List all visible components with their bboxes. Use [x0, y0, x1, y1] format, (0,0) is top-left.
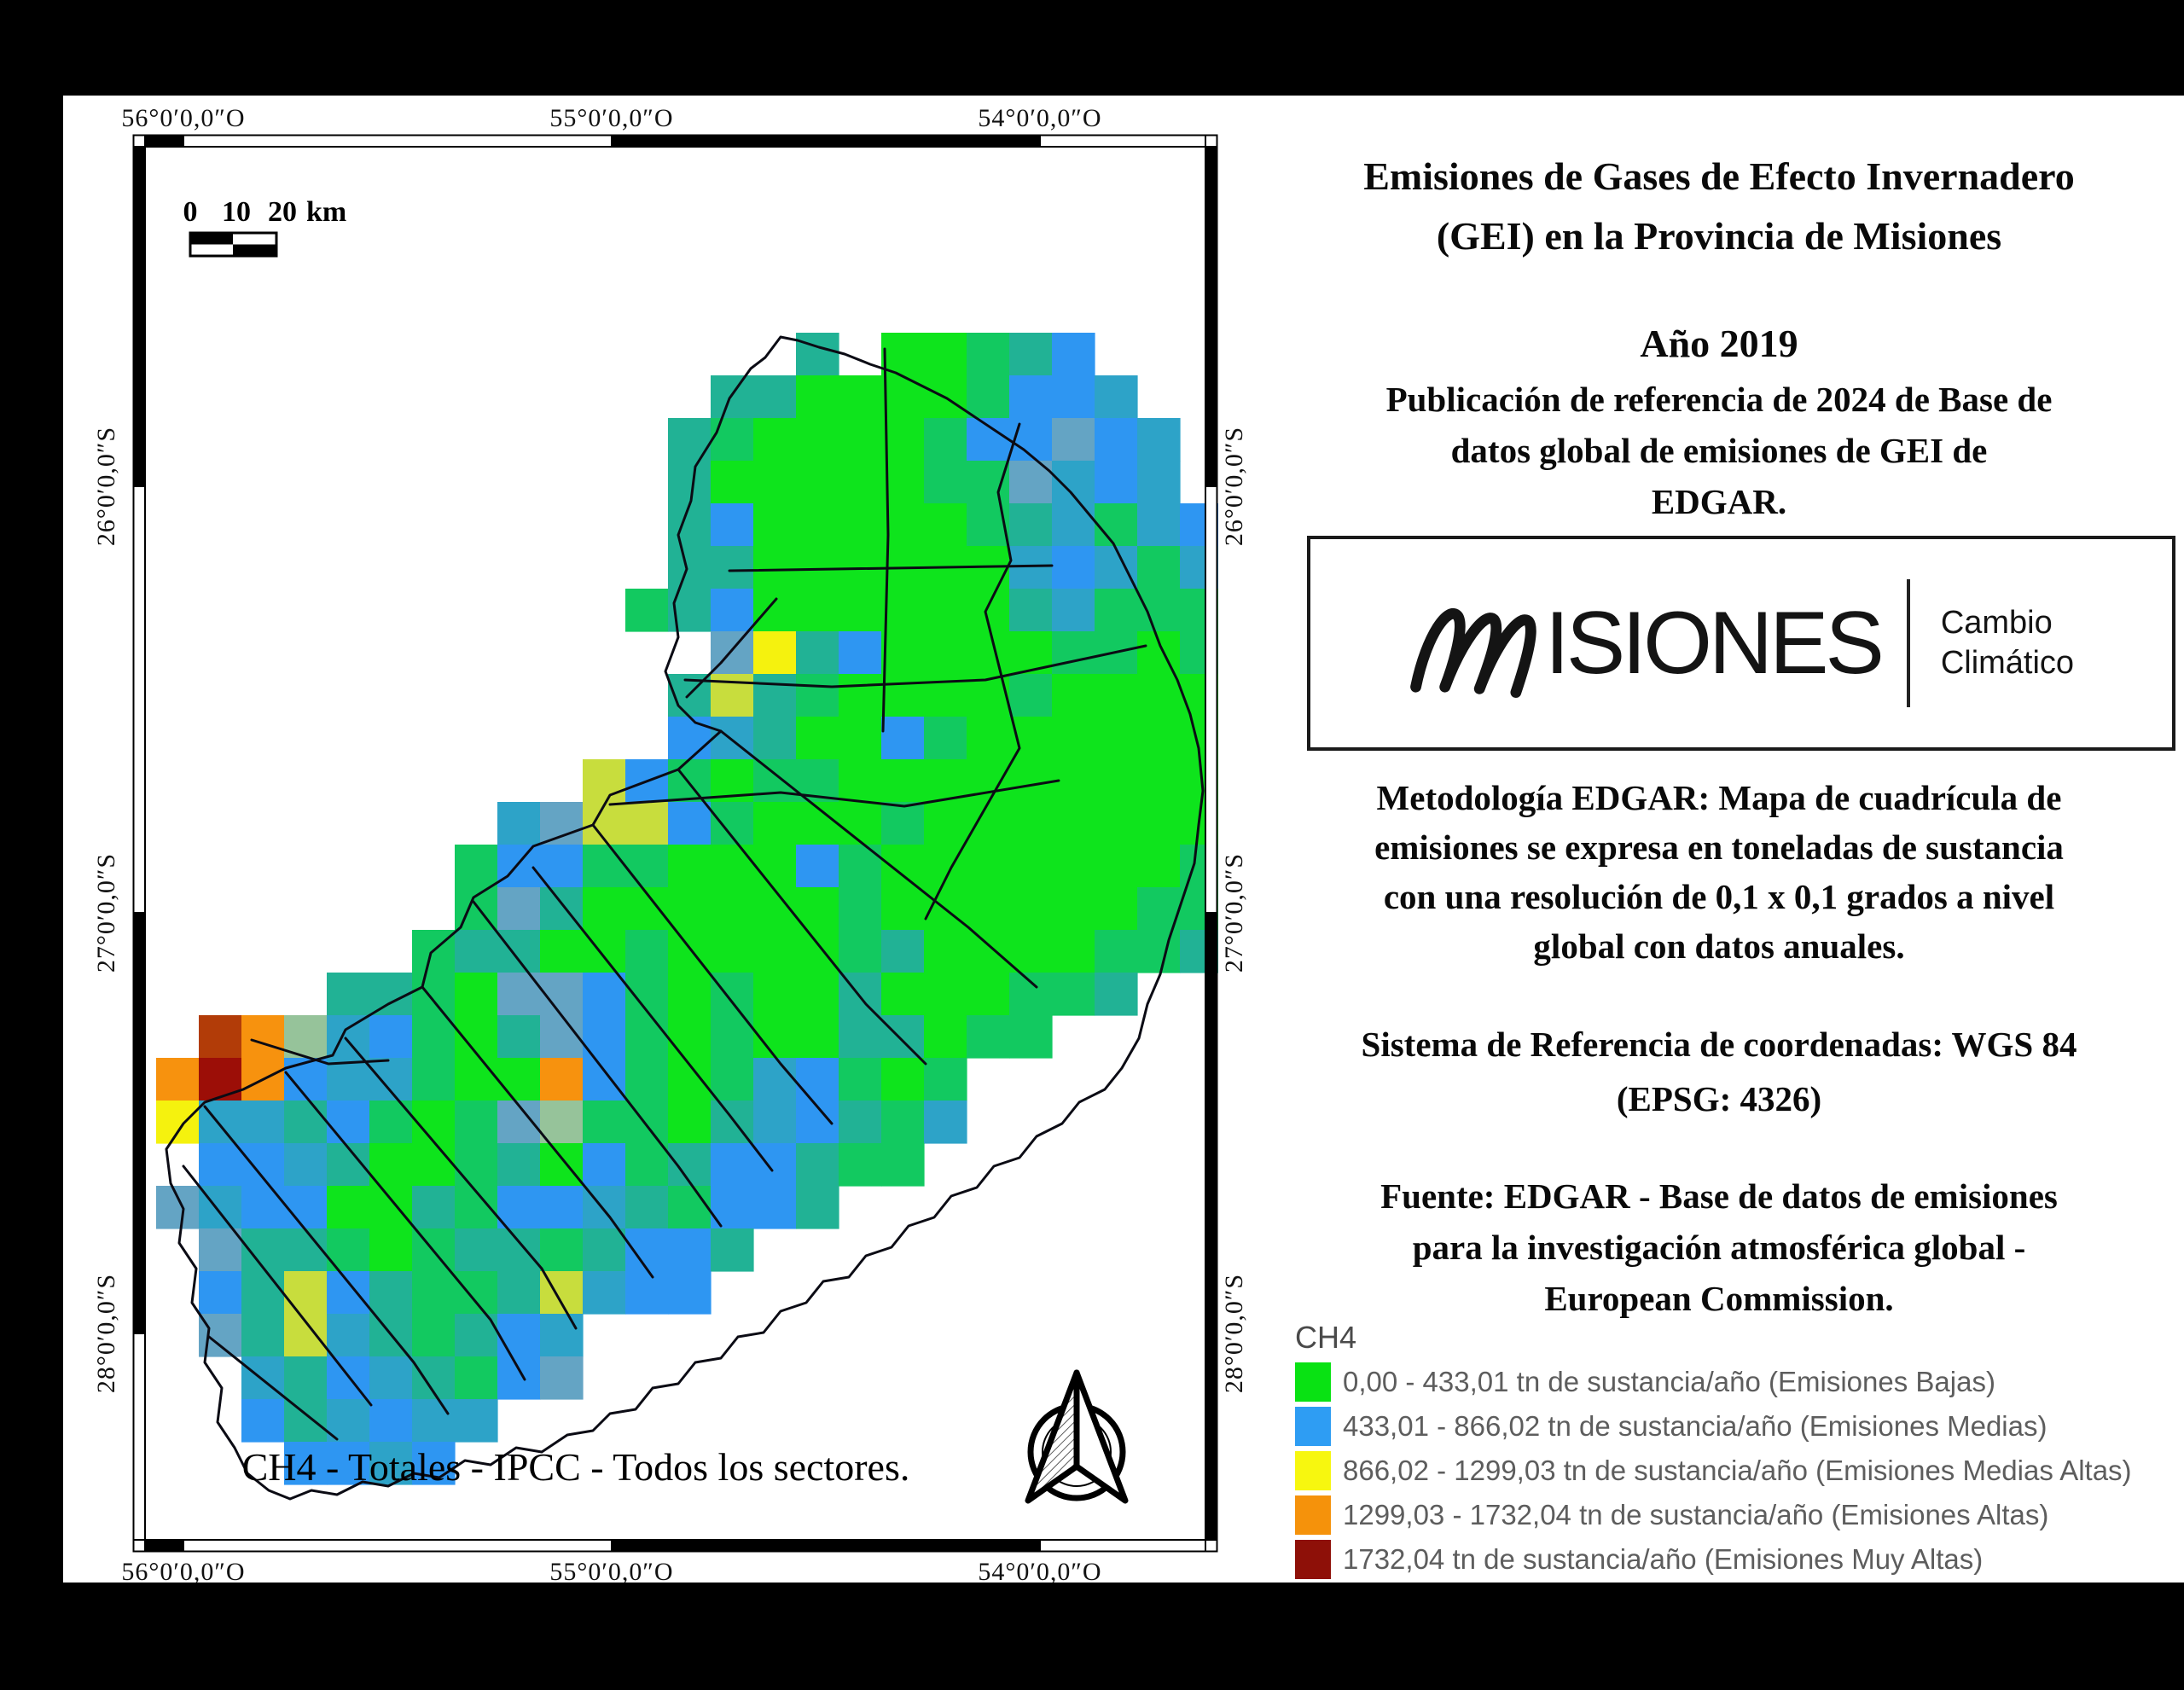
crs-line2: (EPSG: 4326) [1616, 1079, 1822, 1118]
legend-label-low: 0,00 - 433,01 tn de sustancia/año (Emisi… [1343, 1366, 1995, 1397]
logo-tagline: Cambio Climático [1941, 603, 2074, 683]
lon-label-bottom-56: 56°0′0,0″O [121, 1558, 246, 1586]
north-arrow-icon [1025, 1369, 1129, 1504]
legend-swatch-darkred [1295, 1540, 1331, 1579]
legend-label-very-high: 1732,04 tn de sustancia/año (Emisiones M… [1343, 1543, 1984, 1575]
lat-label-left-27: 27°0′0,0″S [92, 852, 120, 973]
map-caption: CH4 - Totales - IPCC - Todos los sectore… [242, 1445, 910, 1489]
lon-label-bottom-55: 55°0′0,0″O [549, 1558, 674, 1586]
scale-tick-20: 20 [268, 196, 297, 228]
municipal-boundaries [165, 335, 1205, 1501]
legend-label-high: 1299,03 - 1732,04 tn de sustancia/año (E… [1343, 1499, 2049, 1530]
logo-divider [1906, 579, 1910, 707]
publication-note-line3: EDGAR. [1651, 482, 1787, 521]
emission-grid [156, 333, 1218, 1485]
year-label: Año 2019 [1640, 322, 1798, 365]
source-line2: para la investigación atmosférica global… [1412, 1228, 2026, 1267]
crs-note: Sistema de Referencia de coordenadas: WG… [1271, 1017, 2167, 1126]
methodology-line2: emisiones se expresa en toneladas de sus… [1374, 828, 2064, 867]
publication-note: Publicación de referencia de 2024 de Bas… [1271, 374, 2167, 527]
lat-label-left-26: 26°0′0,0″S [92, 426, 120, 547]
legend-label-medium: 433,01 - 866,02 tn de sustancia/año (Emi… [1343, 1410, 2048, 1442]
methodology-line3: con una resolución de 0,1 x 0,1 grados a… [1383, 877, 2055, 916]
logo-tagline-line2: Climático [1940, 645, 2075, 681]
lat-label-right-28: 28°0′0,0″S [1220, 1273, 1248, 1394]
source-note: Fuente: EDGAR - Base de datos de emision… [1271, 1170, 2167, 1324]
lon-label-bottom-54: 54°0′0,0″O [978, 1558, 1102, 1586]
page-title: Emisiones de Gases de Efecto Invernadero… [1271, 147, 2167, 266]
methodology-note: Metodología EDGAR: Mapa de cuadrícula de… [1271, 773, 2167, 971]
methodology-line4: global con datos anuales. [1533, 926, 1905, 966]
lon-label-top-54: 54°0′0,0″O [978, 104, 1102, 132]
map-canvas: 0 10 20 km CH4 - Totales - IPCC - Todos … [132, 134, 1218, 1553]
scale-unit: km [306, 196, 346, 228]
legend-item-very-high: 1732,04 tn de sustancia/año (Emisiones M… [1295, 1537, 2132, 1582]
legend-item-low: 0,00 - 433,01 tn de sustancia/año (Emisi… [1295, 1360, 2132, 1404]
misiones-logo-wordmark: ISIONES [1544, 594, 1885, 693]
misiones-logo: ISIONES Cambio Climático [1307, 536, 2175, 751]
legend-title: CH4 [1295, 1320, 1357, 1355]
legend-item-high: 1299,03 - 1732,04 tn de sustancia/año (E… [1295, 1493, 2132, 1537]
publication-note-line2: datos global de emisiones de GEI de [1450, 431, 1988, 470]
page-title-line1: Emisiones de Gases de Efecto Invernadero [1363, 154, 2075, 198]
misiones-logo-m-icon [1410, 608, 1536, 698]
lon-label-top-56: 56°0′0,0″O [121, 104, 246, 132]
map-frame-border [132, 134, 1218, 1553]
legend: CH4 0,00 - 433,01 tn de sustancia/año (E… [1295, 1321, 2132, 1582]
scale-bar: 0 10 20 km [183, 196, 346, 258]
scale-tick-0: 0 [183, 196, 198, 228]
legend-swatch-blue [1295, 1407, 1331, 1446]
scale-tick-10: 10 [222, 196, 251, 228]
lat-label-right-27: 27°0′0,0″S [1220, 852, 1248, 973]
publication-note-line1: Publicación de referencia de 2024 de Bas… [1385, 380, 2053, 419]
lat-label-left-28: 28°0′0,0″S [92, 1273, 120, 1394]
lon-label-top-55: 55°0′0,0″O [549, 104, 674, 132]
legend-item-medium-high: 866,02 - 1299,03 tn de sustancia/año (Em… [1295, 1449, 2132, 1493]
legend-swatch-yellow [1295, 1451, 1331, 1490]
page-title-line2: (GEI) en la Provincia de Misiones [1436, 214, 2002, 258]
legend-swatch-green [1295, 1362, 1331, 1402]
lat-label-right-26: 26°0′0,0″S [1220, 426, 1248, 547]
source-line1: Fuente: EDGAR - Base de datos de emision… [1380, 1176, 2058, 1216]
legend-item-medium: 433,01 - 866,02 tn de sustancia/año (Emi… [1295, 1404, 2132, 1449]
methodology-line1: Metodología EDGAR: Mapa de cuadrícula de [1376, 778, 2062, 817]
source-line3: European Commission. [1544, 1279, 1894, 1318]
logo-tagline-line1: Cambio [1940, 605, 2053, 641]
legend-swatch-orange [1295, 1495, 1331, 1535]
crs-line1: Sistema de Referencia de coordenadas: WG… [1361, 1025, 2077, 1064]
legend-label-medium-high: 866,02 - 1299,03 tn de sustancia/año (Em… [1343, 1455, 2132, 1486]
